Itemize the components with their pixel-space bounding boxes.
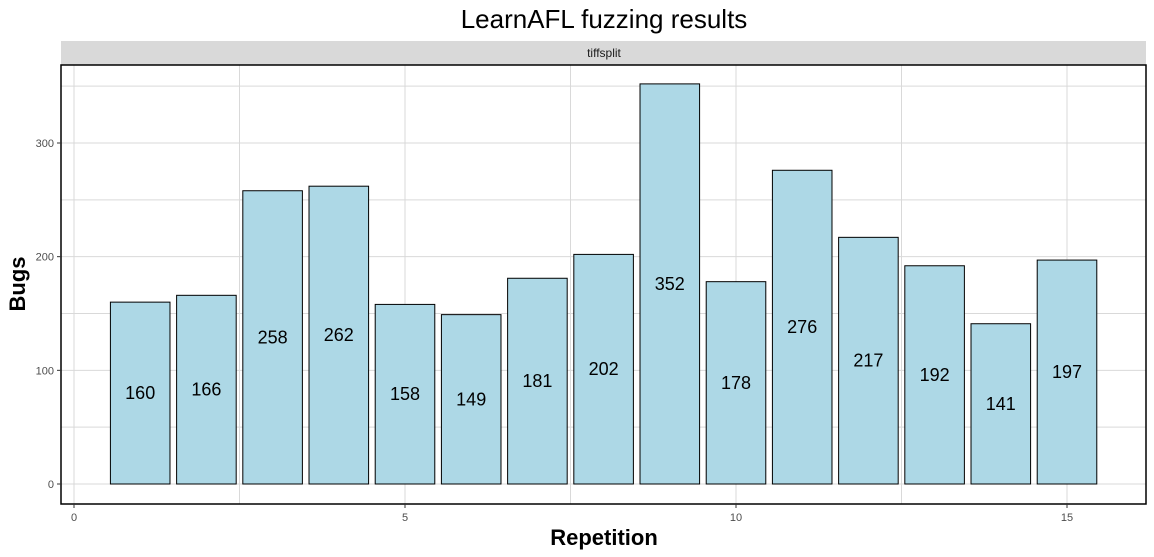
bar-value-label: 158 xyxy=(390,384,420,404)
y-axis-title: Bugs xyxy=(5,257,30,312)
y-axis-ticks: 0 100 200 300 xyxy=(36,138,61,491)
bar xyxy=(970,323,1032,485)
plot-panel-border xyxy=(60,64,1147,505)
bar xyxy=(308,185,370,485)
x-tick-label: 15 xyxy=(1061,512,1073,524)
x-axis-title: Repetition xyxy=(550,525,658,550)
chart-title: LearnAFL fuzzing results xyxy=(461,4,748,34)
bar xyxy=(176,294,237,485)
bar-value-label: 181 xyxy=(522,371,552,391)
facet-strip-label: tiffsplit xyxy=(587,46,621,60)
bar xyxy=(573,253,634,485)
bar xyxy=(507,277,568,485)
bar-value-label: 141 xyxy=(986,394,1016,414)
bar-value-label: 262 xyxy=(324,325,354,345)
bar xyxy=(639,83,701,485)
y-tick-label: 0 xyxy=(48,479,54,491)
bar-value-label: 352 xyxy=(655,274,685,294)
y-tick-label: 100 xyxy=(36,365,54,377)
facet-strip xyxy=(61,41,1146,65)
bar-value-label: 276 xyxy=(787,317,817,337)
bar xyxy=(904,265,965,485)
bar xyxy=(771,169,833,485)
x-tick-label: 0 xyxy=(71,512,77,524)
bar xyxy=(374,303,436,485)
bar xyxy=(440,314,502,485)
bar-labels: 160 166 258 262 158 149 181 202 352 178 276 217 192 1… xyxy=(125,274,1082,414)
x-tick-label: 10 xyxy=(730,512,742,524)
y-tick-label: 300 xyxy=(36,138,54,150)
bar-value-label: 202 xyxy=(589,359,619,379)
bar-value-label: 149 xyxy=(456,389,486,409)
bar xyxy=(109,301,171,485)
bar-value-label: 197 xyxy=(1052,362,1082,382)
x-tick-label: 5 xyxy=(402,512,408,524)
bar-value-label: 166 xyxy=(191,380,221,400)
bar-value-label: 178 xyxy=(721,373,751,393)
bar xyxy=(705,281,767,485)
bar xyxy=(838,236,899,485)
bar xyxy=(1036,259,1098,485)
x-axis-ticks: 0 5 10 15 xyxy=(71,504,1073,524)
bar-value-label: 217 xyxy=(853,351,883,371)
bar-value-label: 258 xyxy=(258,327,288,347)
bar-value-label: 192 xyxy=(920,365,950,385)
bars xyxy=(109,83,1098,485)
y-tick-label: 200 xyxy=(36,252,54,264)
bar xyxy=(242,190,303,485)
bar-value-label: 160 xyxy=(125,383,155,403)
